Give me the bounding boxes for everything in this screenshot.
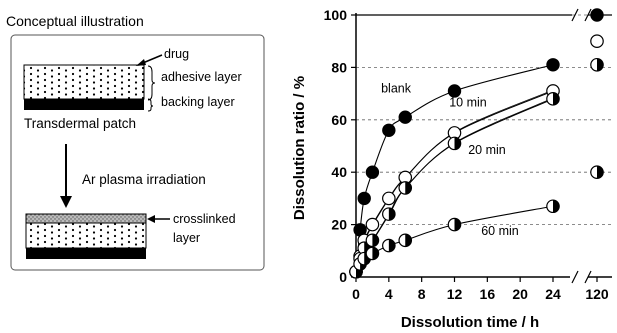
- series-point-0: [546, 58, 560, 72]
- label-crosslinked: crosslinked: [173, 212, 236, 226]
- y-tick-label: 60: [331, 112, 347, 128]
- x-axis-title: Dissolution time / h: [401, 314, 539, 331]
- transdermal-patch-graphic: [23, 64, 145, 110]
- label-transdermal-patch: Transdermal patch: [24, 116, 136, 131]
- series-point-120-3-half: [597, 166, 604, 179]
- backing-brace: [147, 98, 154, 112]
- series-point-3: [447, 217, 462, 232]
- illustration-title: Conceptual illustration: [6, 13, 144, 29]
- y-tick-label: 40: [331, 164, 347, 180]
- axis-break-bottom-b: [584, 270, 592, 284]
- series-point-2-half: [388, 207, 396, 221]
- series-point-3: [398, 233, 413, 248]
- y-tick-label: 100: [324, 7, 348, 23]
- series-point-2-half: [553, 92, 560, 106]
- series-labels: blank 10 min 20 min 60 min: [381, 82, 519, 238]
- axis-break-top-a: [571, 8, 579, 22]
- y-axis-title: Dissolution ratio / %: [291, 76, 308, 220]
- x-tick-label: 12: [447, 286, 463, 302]
- y-tick-label: 0: [339, 269, 347, 285]
- series-point-120-2-half: [597, 58, 604, 71]
- label-backing-layer: backing layer: [161, 95, 235, 109]
- series-markers: [349, 8, 604, 279]
- series-point-3-half: [388, 239, 396, 252]
- x-tick-label-120: 120: [585, 286, 609, 302]
- series-label-2: 20 min: [468, 143, 506, 157]
- y-tick-label: 80: [331, 59, 347, 75]
- series-point-120-2: [590, 57, 604, 72]
- label-process: Ar plasma irradiation: [82, 172, 206, 187]
- ticks: 0 20 40 60 80 100 0 4 8 12 16 20 24 120: [324, 7, 609, 302]
- series-point-3-half: [553, 200, 560, 213]
- illustration-box: [10, 34, 265, 271]
- series-point-3-half: [454, 218, 461, 231]
- axis-break-top-b: [584, 8, 592, 22]
- series-point-2: [546, 92, 560, 106]
- x-tick-label: 16: [480, 286, 496, 302]
- series-point-2-half: [454, 137, 461, 150]
- series-point-1: [365, 217, 380, 232]
- series-point-0: [357, 191, 371, 206]
- x-tick-label: 24: [545, 286, 561, 302]
- series-point-2: [447, 136, 462, 151]
- series-point-1: [382, 191, 396, 206]
- series-point-3: [365, 246, 380, 261]
- x-tick-label: 8: [418, 286, 426, 302]
- x-tick-label: 20: [512, 286, 528, 302]
- axis-break-bottom-a: [571, 270, 579, 284]
- series-point-0: [398, 110, 412, 124]
- label-crosslinked-layer: layer: [173, 231, 200, 245]
- series-point-3-half: [405, 234, 412, 247]
- series-point-0: [447, 84, 462, 98]
- label-adhesive-layer: adhesive layer: [161, 70, 242, 84]
- y-tick-label: 20: [331, 217, 347, 233]
- x-tick-label: 0: [352, 286, 360, 302]
- series-point-2: [382, 207, 396, 221]
- crosslinked-patch-graphic: [25, 213, 147, 259]
- series-point-120-0: [590, 8, 604, 22]
- series-point-3: [546, 199, 560, 214]
- series-label-0: blank: [381, 82, 412, 96]
- series-point-2: [365, 233, 380, 248]
- series-point-3: [382, 238, 396, 253]
- series-point-120-1: [590, 34, 604, 48]
- label-drug: drug: [164, 47, 189, 61]
- series-point-0: [382, 123, 396, 137]
- series-label-1: 10 min: [449, 96, 487, 110]
- series-point-2-half: [372, 234, 379, 247]
- series-point-3-half: [372, 247, 379, 260]
- dissolution-chart: 0 20 40 60 80 100 0 4 8 12 16 20 24 120 blank 10 min 20…: [291, 7, 612, 331]
- grid-lines: [356, 14, 612, 226]
- x-tick-label: 4: [385, 286, 393, 302]
- adhesive-brace: [147, 65, 156, 101]
- series-point-120-3: [590, 165, 604, 179]
- series-label-3: 60 min: [481, 224, 519, 238]
- series-point-0: [365, 165, 380, 179]
- series-point-2-half: [405, 181, 412, 195]
- series-point-2: [398, 181, 413, 195]
